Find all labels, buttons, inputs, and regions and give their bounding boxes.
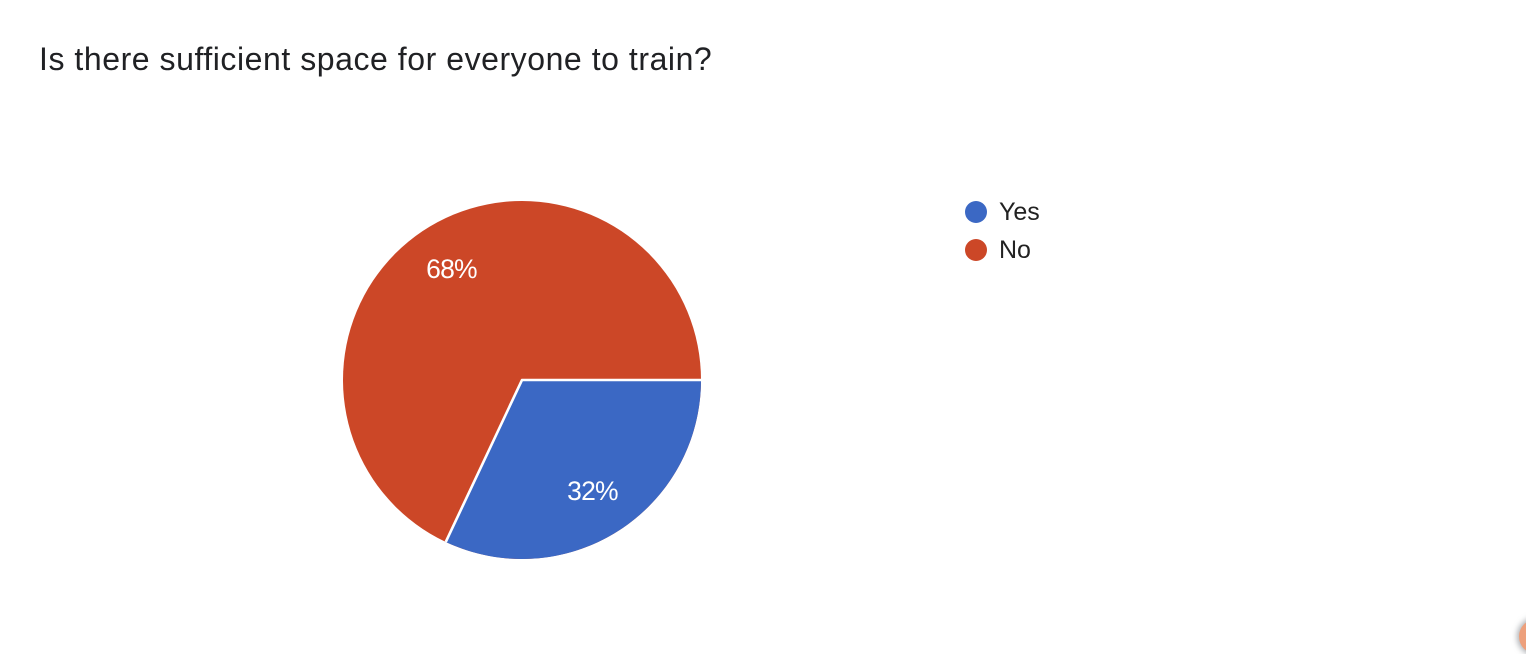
svg-text:68%: 68% <box>426 254 477 284</box>
svg-text:32%: 32% <box>567 476 618 506</box>
